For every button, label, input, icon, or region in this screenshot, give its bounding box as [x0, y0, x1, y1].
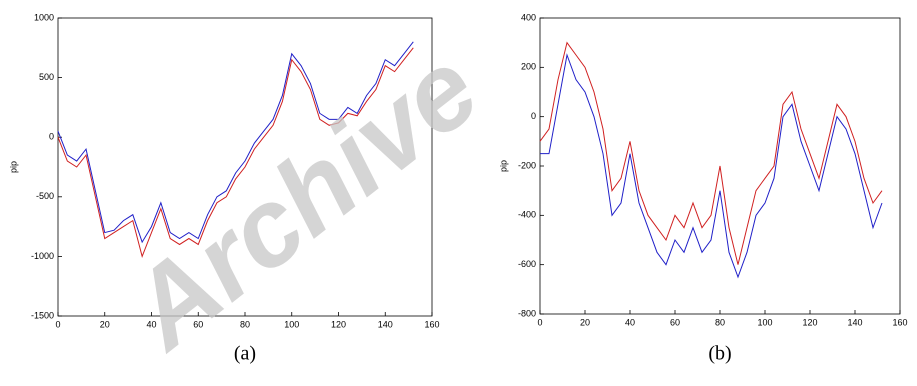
x-tick-label: 160: [424, 319, 439, 329]
line-series: [539, 41, 883, 265]
x-tick-label: 20: [580, 317, 590, 327]
y-tick-label: 0: [49, 132, 54, 142]
x-tick-label: 140: [378, 319, 393, 329]
y-axis-label: pip: [8, 161, 18, 173]
x-tick-label: 0: [537, 317, 542, 327]
x-tick-label: 40: [146, 319, 156, 329]
y-tick-label: -600: [518, 259, 536, 269]
line-series: [540, 53, 883, 279]
x-tick-label: 140: [847, 317, 862, 327]
x-tick-label: 80: [240, 319, 250, 329]
x-tick-label: 20: [100, 319, 110, 329]
x-tick-label: 60: [193, 319, 203, 329]
y-tick-label: 1000: [34, 12, 54, 22]
x-tick-label: 120: [331, 319, 346, 329]
x-tick-label: 60: [670, 317, 680, 327]
y-tick-label: -500: [36, 191, 54, 201]
y-tick-label: -1000: [31, 251, 54, 261]
x-tick-label: 160: [892, 317, 907, 327]
caption: (a): [234, 343, 256, 365]
y-tick-label: -1500: [31, 310, 54, 320]
line-series: [57, 47, 414, 259]
x-tick-label: 0: [55, 319, 60, 329]
y-tick-label: 0: [531, 111, 536, 121]
y-tick-label: -200: [518, 160, 536, 170]
x-tick-label: 100: [757, 317, 772, 327]
y-tick-label: 200: [521, 62, 536, 72]
line-series: [57, 41, 414, 244]
x-tick-label: 120: [802, 317, 817, 327]
caption: (b): [708, 343, 731, 365]
x-tick-label: 100: [284, 319, 299, 329]
y-tick-label: -400: [518, 210, 536, 220]
x-tick-label: 40: [625, 317, 635, 327]
x-tick-label: 80: [715, 317, 725, 327]
y-tick-label: 500: [39, 72, 54, 82]
y-tick-label: -800: [518, 308, 536, 318]
y-tick-label: 400: [521, 12, 536, 22]
y-axis-label: pip: [498, 160, 508, 172]
